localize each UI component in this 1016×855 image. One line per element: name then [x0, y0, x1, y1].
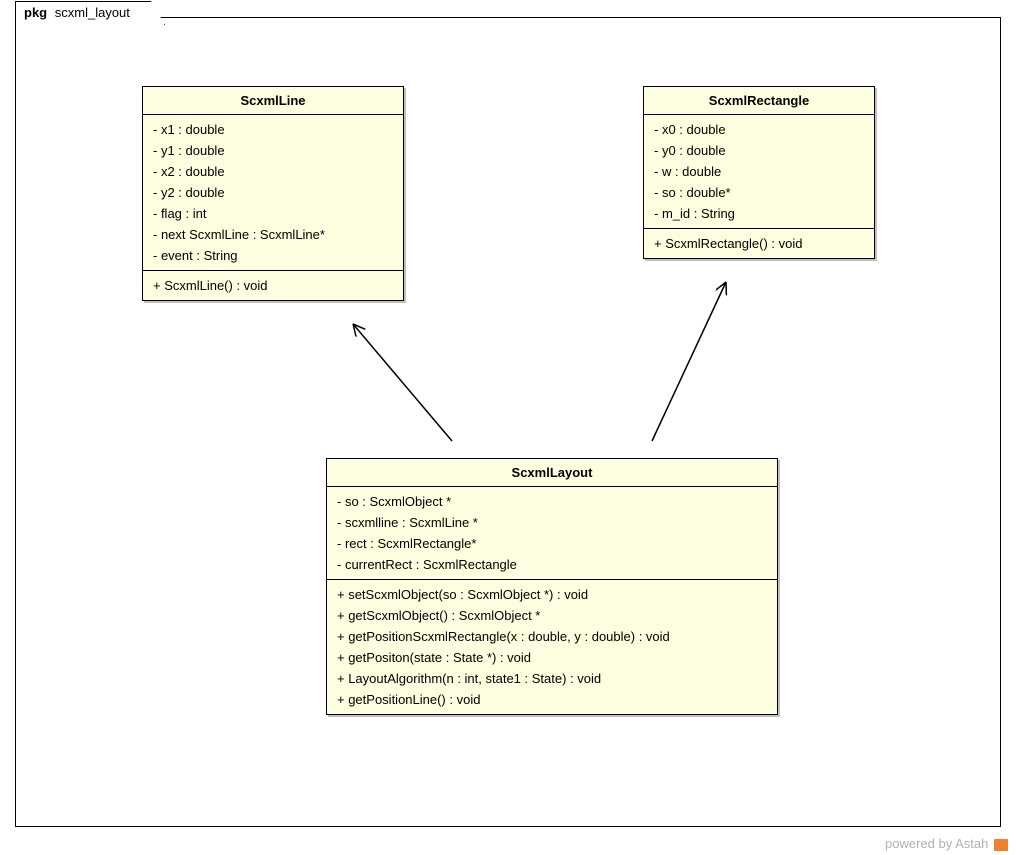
uml-class-ScxmlLayout: ScxmlLayout- so : ScxmlObject *- scxmlli… [326, 458, 778, 715]
attribute-row: - x1 : double [151, 119, 395, 140]
attributes-section: - so : ScxmlObject *- scxmlline : ScxmlL… [327, 487, 777, 580]
operations-section: + ScxmlLine() : void [143, 271, 403, 300]
attribute-row: - x0 : double [652, 119, 866, 140]
attributes-section: - x0 : double- y0 : double- w : double- … [644, 115, 874, 229]
attribute-row: - x2 : double [151, 161, 395, 182]
attribute-row: - so : ScxmlObject * [335, 491, 769, 512]
attribute-row: - currentRect : ScxmlRectangle [335, 554, 769, 575]
operation-row: + getScxmlObject() : ScxmlObject * [335, 605, 769, 626]
operation-row: + getPositon(state : State *) : void [335, 647, 769, 668]
attribute-row: - scxmlline : ScxmlLine * [335, 512, 769, 533]
attribute-row: - y0 : double [652, 140, 866, 161]
package-tab: pkg scxml_layout [15, 1, 165, 25]
uml-class-ScxmlRectangle: ScxmlRectangle- x0 : double- y0 : double… [643, 86, 875, 259]
operation-row: + getPositionScxmlRectangle(x : double, … [335, 626, 769, 647]
attribute-row: - m_id : String [652, 203, 866, 224]
footer: powered by Astah [885, 836, 1008, 851]
attribute-row: - next ScxmlLine : ScxmlLine* [151, 224, 395, 245]
attribute-row: - y1 : double [151, 140, 395, 161]
operation-row: + setScxmlObject(so : ScxmlObject *) : v… [335, 584, 769, 605]
class-title: ScxmlLine [143, 87, 403, 115]
attribute-row: - event : String [151, 245, 395, 266]
class-title: ScxmlRectangle [644, 87, 874, 115]
operation-row: + LayoutAlgorithm(n : int, state1 : Stat… [335, 668, 769, 689]
attribute-row: - y2 : double [151, 182, 395, 203]
operation-row: + ScxmlLine() : void [151, 275, 395, 296]
operations-section: + setScxmlObject(so : ScxmlObject *) : v… [327, 580, 777, 714]
attributes-section: - x1 : double- y1 : double- x2 : double-… [143, 115, 403, 271]
astah-logo-icon [994, 839, 1008, 851]
association-arrow [652, 282, 726, 441]
attribute-row: - w : double [652, 161, 866, 182]
footer-text: powered by Astah [885, 836, 988, 851]
pkg-name: scxml_layout [55, 5, 130, 20]
association-arrow [353, 324, 452, 441]
operations-section: + ScxmlRectangle() : void [644, 229, 874, 258]
operation-row: + getPositionLine() : void [335, 689, 769, 710]
class-title: ScxmlLayout [327, 459, 777, 487]
package-frame: pkg scxml_layout ScxmlLine- x1 : double-… [15, 17, 1001, 827]
pkg-prefix: pkg [24, 5, 47, 20]
attribute-row: - flag : int [151, 203, 395, 224]
attribute-row: - rect : ScxmlRectangle* [335, 533, 769, 554]
attribute-row: - so : double* [652, 182, 866, 203]
uml-class-ScxmlLine: ScxmlLine- x1 : double- y1 : double- x2 … [142, 86, 404, 301]
operation-row: + ScxmlRectangle() : void [652, 233, 866, 254]
